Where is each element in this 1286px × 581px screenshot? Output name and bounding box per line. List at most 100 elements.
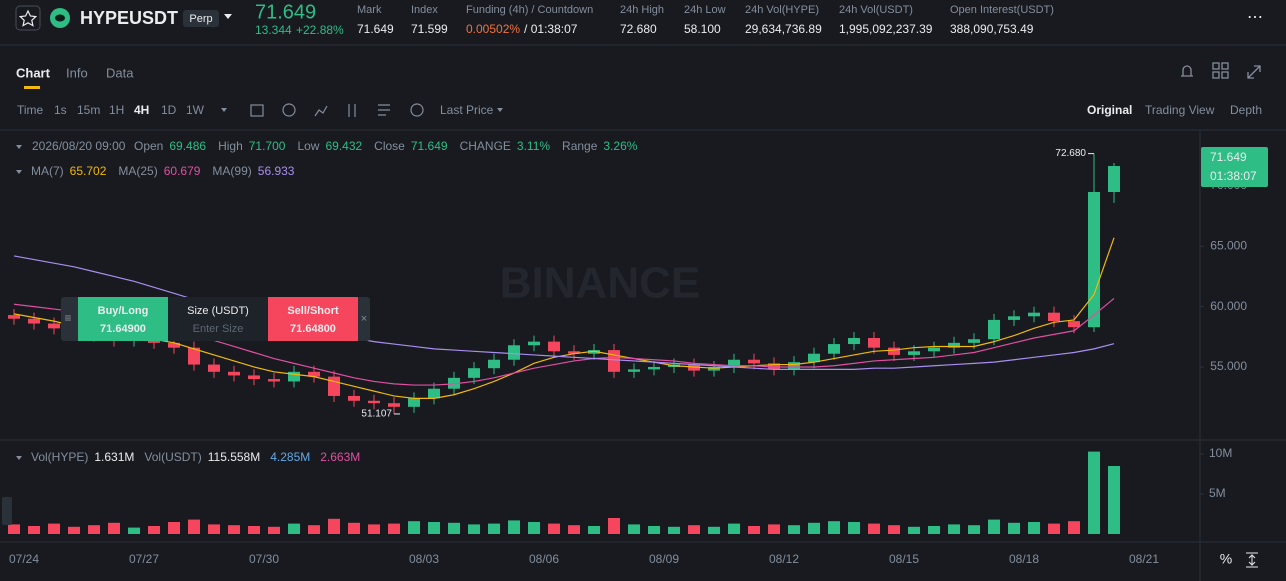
ma-legend-value: 56.933 [258,164,295,178]
tab[interactable]: Chart [16,65,51,80]
interval[interactable]: 4H [134,103,149,117]
x-tick-label: 08/06 [529,552,559,566]
candle-body [528,341,540,346]
volume-bar [128,527,140,534]
favorite-button[interactable] [15,5,41,31]
volume-bar [28,526,40,534]
collapse-arrow[interactable] [16,456,22,460]
toolbar-icons[interactable] [250,103,424,117]
close-widget[interactable]: × [361,313,367,325]
volume-bar [888,525,900,534]
volume-bar [268,526,280,534]
volume-bar [1008,522,1020,534]
coin-logo-inner [55,14,65,22]
buy-label: Buy/Long [98,305,149,317]
layout-icon[interactable] [1212,62,1229,79]
volume-bar [48,523,60,534]
buy-button[interactable] [78,297,168,341]
sell-label: Sell/Short [287,305,339,317]
ma-legend-value: 65.702 [70,164,107,178]
stat-value: 1,995,092,237.39 [839,22,933,36]
vol-legend-value: 115.558M [208,450,260,464]
volume-bar [608,518,620,534]
interval[interactable]: 15m [77,103,100,117]
watermark: BINANCE [500,259,700,308]
candle-body [568,351,580,354]
drag-handle[interactable]: ≡ [64,311,71,325]
dropdown-arrow [497,108,503,112]
stat-label: Open Interest(USDT) [950,4,1054,16]
volume-bar [288,523,300,534]
collapse-arrow[interactable] [16,145,22,149]
volume-bar [148,526,160,534]
view-option[interactable]: Trading View [1145,103,1215,117]
view-option[interactable]: Depth [1230,103,1262,117]
volume-bar [908,526,920,534]
y-tick-label: 55.000 [1210,359,1247,373]
stat-value: 71.649 [357,22,394,36]
fullscreen-icon[interactable] [1247,65,1261,79]
dropdown-arrow [221,108,227,112]
last-price-tag-price: 71.649 [1210,150,1247,164]
symbol-dropdown[interactable] [224,14,232,19]
stat-label: Funding (4h) / Countdown [466,4,593,16]
price-change: 13.344 [255,23,292,37]
y-tick-label: 60.000 [1210,299,1247,313]
tab[interactable]: Info [66,65,88,80]
volume-bar [188,519,200,534]
candle-body [908,351,920,355]
auto-scale-icon[interactable] [1246,552,1258,568]
volume-bar [248,526,260,534]
candle-body [688,364,700,371]
collapse-arrow[interactable] [16,170,22,174]
stat-value: 72.680 [620,22,657,36]
interval[interactable]: Time [17,103,44,117]
stat-value: 71.599 [411,22,448,36]
info-label: Close [374,139,405,153]
size-placeholder: Enter Size [193,323,244,335]
candle-body [728,359,740,367]
volume-bar [1028,522,1040,534]
candle-body [28,318,40,324]
stat-label: 24h Vol(USDT) [839,4,913,16]
contract: Perp [189,13,212,25]
interval[interactable]: 1W [186,103,205,117]
interval[interactable]: 1s [54,103,67,117]
interval[interactable]: 1D [161,103,177,117]
volume-bar [468,524,480,534]
stat-value: 29,634,736.89 [745,22,822,36]
stat-value: 0.00502% [466,22,520,36]
low-annotation: 51.107 [361,409,392,420]
alert-icon[interactable] [1181,65,1193,77]
volume-bar [448,522,460,534]
volume-bar [348,522,360,534]
volume-bar [488,523,500,534]
pane-handle[interactable] [2,497,12,525]
info-value: 69.486 [169,139,206,153]
size-label: Size (USDT) [187,305,249,317]
candle-body [388,403,400,407]
tab[interactable]: Data [106,65,134,80]
symbol[interactable]: HYPEUSDT [80,8,178,28]
more-menu[interactable]: ⋯ [1247,9,1263,26]
ma-legend-name: MA(99) [212,164,251,178]
percent-toggle[interactable]: % [1220,551,1232,567]
candle-body [1028,312,1040,317]
interval[interactable]: 1H [109,103,124,117]
last-price-tag [1201,147,1268,187]
size-input[interactable] [168,297,268,341]
volume-bar [968,525,980,534]
candle-body [1068,321,1080,328]
volume-bar [848,522,860,534]
info-date: 2026/08/20 09:00 [32,139,126,153]
candle-body [508,345,520,360]
price-type[interactable]: Last Price [440,103,494,117]
volume-bar [548,523,560,534]
candle-body [788,362,800,370]
view-option[interactable]: Original [1087,103,1132,117]
sell-button[interactable] [268,297,358,341]
volume-bar [568,525,580,534]
volume-bar [628,524,640,534]
info-value: 71.700 [249,139,286,153]
volume-bar [168,522,180,534]
